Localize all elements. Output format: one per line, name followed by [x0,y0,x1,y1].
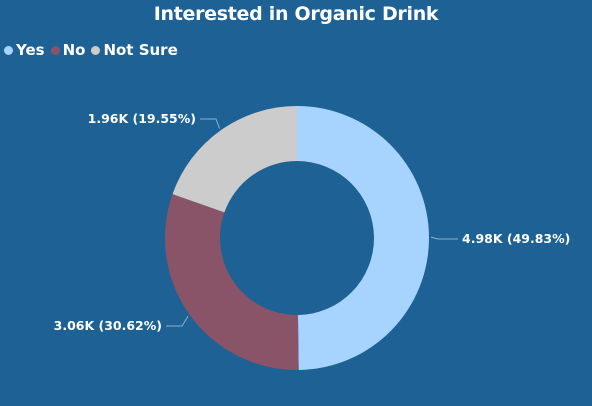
data-label-no: 3.06K (30.62%) [54,318,162,333]
data-label-yes: 4.98K (49.83%) [462,231,570,246]
chart-title: Interested in Organic Drink [153,3,439,25]
legend-label-no: No [62,41,86,59]
legend-item-yes[interactable]: Yes [4,41,45,59]
leader-line-not-sure [200,118,221,129]
legend-dot-not-sure [91,45,101,55]
legend-label-not-sure: Not Sure [103,41,178,59]
legend-label-yes: Yes [16,41,45,59]
donut-slice-yes[interactable] [297,106,430,370]
data-label-not-sure: 1.96K (19.55%) [88,111,196,126]
donut-slice-not-sure[interactable] [172,105,297,213]
legend-dot-yes [4,45,13,55]
legend-dot-no [50,45,60,55]
donut-slice-no[interactable] [165,194,299,370]
leader-line-no [166,315,189,327]
leader-line-yes [430,236,458,240]
legend-item-no[interactable]: No [50,41,86,59]
chart-legend: Yes No Not Sure [4,41,184,59]
legend-item-not-sure[interactable]: Not Sure [91,41,178,59]
